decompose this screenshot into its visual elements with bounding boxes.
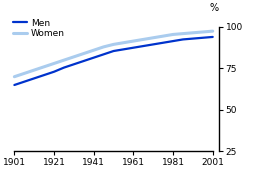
Women <box>72 56 76 58</box>
Men <box>171 40 175 42</box>
Women <box>62 59 66 61</box>
Text: %: % <box>210 3 219 13</box>
Women <box>52 62 56 64</box>
Women <box>162 35 165 37</box>
Men <box>191 38 194 40</box>
Women <box>201 31 205 33</box>
Men <box>82 60 85 62</box>
Women <box>142 38 145 40</box>
Men <box>181 38 184 40</box>
Men <box>62 67 66 69</box>
Men <box>13 84 16 86</box>
Men <box>211 36 214 38</box>
Women <box>112 43 115 45</box>
Women <box>191 32 194 34</box>
Men <box>112 50 115 52</box>
Line: Men: Men <box>14 37 213 85</box>
Women <box>42 66 46 68</box>
Men <box>52 71 56 73</box>
Men <box>102 53 105 55</box>
Women <box>132 40 135 42</box>
Line: Women: Women <box>14 31 213 77</box>
Women <box>23 72 26 74</box>
Women <box>211 30 214 32</box>
Legend: Men, Women: Men, Women <box>13 19 65 38</box>
Women <box>171 33 175 36</box>
Men <box>142 45 145 47</box>
Men <box>92 57 95 59</box>
Men <box>23 81 26 83</box>
Men <box>201 37 205 39</box>
Men <box>132 47 135 49</box>
Men <box>42 74 46 76</box>
Women <box>102 46 105 48</box>
Men <box>33 77 36 79</box>
Men <box>122 48 125 50</box>
Women <box>33 69 36 71</box>
Men <box>72 63 76 65</box>
Women <box>152 37 155 39</box>
Men <box>162 42 165 44</box>
Men <box>152 43 155 45</box>
Women <box>92 49 95 51</box>
Women <box>122 42 125 44</box>
Women <box>82 53 85 55</box>
Women <box>181 33 184 35</box>
Women <box>13 76 16 78</box>
